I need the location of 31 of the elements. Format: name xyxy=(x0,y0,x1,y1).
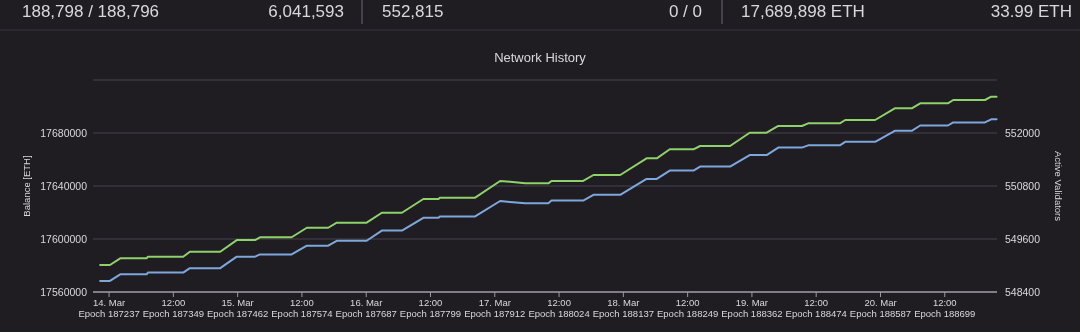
text: 17,689,898 ETH xyxy=(741,2,865,21)
y-tick-label: 17560000 xyxy=(40,285,88,298)
chart-title: Network History xyxy=(494,50,587,65)
y-tick-label: 17640000 xyxy=(40,179,88,192)
x-tick-label: 12:00 Epoch 187349 xyxy=(142,297,204,319)
x-tick-label: 12:00 Epoch 188024 xyxy=(528,297,590,319)
text: 33.99 ETH xyxy=(990,2,1072,21)
x-tick-label: 19. Mar Epoch 188362 xyxy=(721,297,783,319)
x-tick-label: 12:00 Epoch 188249 xyxy=(656,297,719,319)
y-tick-label: 17680000 xyxy=(40,126,88,139)
x-tick-label: 20. Mar Epoch 188587 xyxy=(849,297,912,319)
x-tick-label: 12:00 Epoch 188699 xyxy=(914,297,976,319)
y2-tick-label: 549600 xyxy=(1005,232,1041,245)
x-tick-label: 12:00 Epoch 187574 xyxy=(271,297,333,319)
text: 6,041,593 xyxy=(268,2,344,21)
x-tick-label: 14. Mar Epoch 187237 xyxy=(78,297,140,319)
y2-tick-label: 548400 xyxy=(1005,285,1041,298)
y2-axis-title: Active Validators xyxy=(1053,150,1064,222)
y-axis-title: Balance [ETH] xyxy=(21,155,32,217)
x-tick-label: 16. Mar Epoch 187687 xyxy=(335,297,397,319)
y2-tick-label: 550800 xyxy=(1005,179,1041,192)
y2-tick-label: 552000 xyxy=(1005,126,1041,139)
x-tick-label: 12:00 Epoch 187799 xyxy=(399,297,462,319)
text: 552,815 xyxy=(382,2,444,21)
x-tick-label: 12:00 Epoch 188474 xyxy=(785,297,847,319)
y-tick-label: 17600000 xyxy=(40,232,88,245)
text: 0 / 0 xyxy=(668,2,702,21)
x-tick-label: 15. Mar Epoch 187462 xyxy=(207,297,269,319)
x-tick-label: 18. Mar Epoch 188137 xyxy=(592,297,654,319)
x-tick-label: 17. Mar Epoch 187912 xyxy=(464,297,526,319)
text: 188,798 / 188,796 xyxy=(22,2,160,21)
